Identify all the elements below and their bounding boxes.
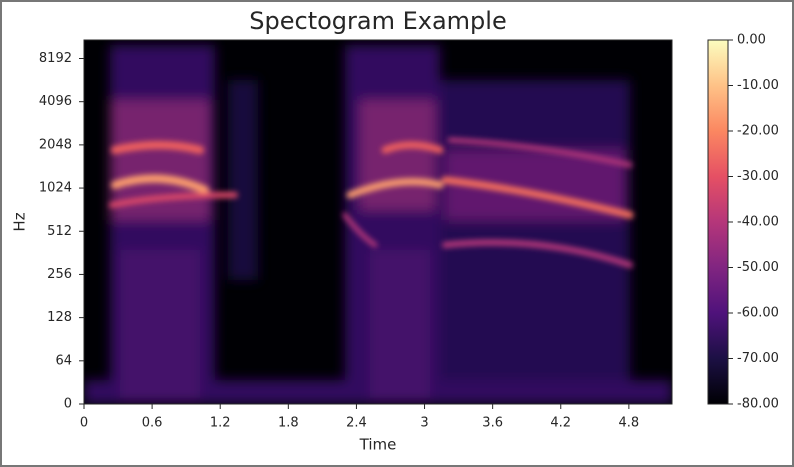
x-tick-label: 0 bbox=[80, 416, 88, 431]
plot-border bbox=[83, 39, 673, 405]
colorbar-tick-label: -20.00 bbox=[737, 124, 779, 139]
colorbar-tick-label: -70.00 bbox=[737, 351, 779, 366]
y-tick-label: 64 bbox=[55, 353, 72, 368]
y-tick-label: 256 bbox=[47, 267, 72, 282]
y-tick-label: 512 bbox=[47, 224, 72, 239]
chart-title: Spectogram Example bbox=[249, 7, 506, 35]
spectrogram-image bbox=[84, 40, 672, 404]
x-axis-label: Time bbox=[359, 436, 397, 454]
x-tick-label: 4.2 bbox=[550, 416, 571, 431]
colorbar-tick-label: -30.00 bbox=[737, 169, 779, 184]
x-tick-label: 3.6 bbox=[482, 416, 503, 431]
colorbar-tick-label: -50.00 bbox=[737, 260, 779, 275]
y-tick-label: 8192 bbox=[39, 51, 72, 66]
colorbar-tick-label: -40.00 bbox=[737, 215, 779, 230]
y-axis-label: Hz bbox=[11, 212, 29, 231]
y-tick-label: 2048 bbox=[39, 137, 72, 152]
colorbar-tick-label: 0.00 bbox=[737, 33, 766, 48]
y-tick-label: 1024 bbox=[39, 181, 72, 196]
x-tick-label: 1.8 bbox=[278, 416, 299, 431]
x-tick-label: 4.8 bbox=[619, 416, 640, 431]
colorbar-tick-label: -80.00 bbox=[737, 397, 779, 412]
x-tick-label: 2.4 bbox=[346, 416, 367, 431]
colorbar bbox=[707, 39, 729, 405]
colorbar-tick-label: -10.00 bbox=[737, 78, 779, 93]
x-tick-label: 0.6 bbox=[142, 416, 163, 431]
y-tick-label: 128 bbox=[47, 310, 72, 325]
x-tick-label: 3 bbox=[420, 416, 428, 431]
y-tick-label: 0 bbox=[64, 397, 72, 412]
colorbar-tick-label: -60.00 bbox=[737, 306, 779, 321]
x-tick-label: 1.2 bbox=[210, 416, 231, 431]
y-tick-label: 4096 bbox=[39, 94, 72, 109]
